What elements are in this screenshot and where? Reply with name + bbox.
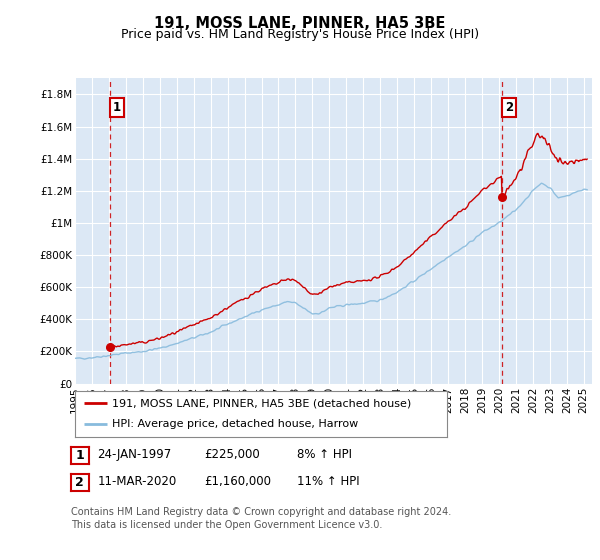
Text: 1: 1 — [113, 101, 121, 114]
Text: 11-MAR-2020: 11-MAR-2020 — [97, 475, 176, 488]
Text: 191, MOSS LANE, PINNER, HA5 3BE: 191, MOSS LANE, PINNER, HA5 3BE — [154, 16, 446, 31]
Text: 2: 2 — [76, 475, 84, 489]
Text: 1: 1 — [76, 449, 84, 462]
Text: 11% ↑ HPI: 11% ↑ HPI — [297, 475, 359, 488]
Text: Contains HM Land Registry data © Crown copyright and database right 2024.
This d: Contains HM Land Registry data © Crown c… — [71, 507, 451, 530]
Text: 191, MOSS LANE, PINNER, HA5 3BE (detached house): 191, MOSS LANE, PINNER, HA5 3BE (detache… — [112, 398, 412, 408]
Text: HPI: Average price, detached house, Harrow: HPI: Average price, detached house, Harr… — [112, 419, 358, 430]
Text: 8% ↑ HPI: 8% ↑ HPI — [297, 448, 352, 461]
Text: £225,000: £225,000 — [204, 448, 260, 461]
Text: 2: 2 — [505, 101, 513, 114]
Text: £1,160,000: £1,160,000 — [204, 475, 271, 488]
Text: Price paid vs. HM Land Registry's House Price Index (HPI): Price paid vs. HM Land Registry's House … — [121, 28, 479, 41]
Text: 24-JAN-1997: 24-JAN-1997 — [97, 448, 172, 461]
